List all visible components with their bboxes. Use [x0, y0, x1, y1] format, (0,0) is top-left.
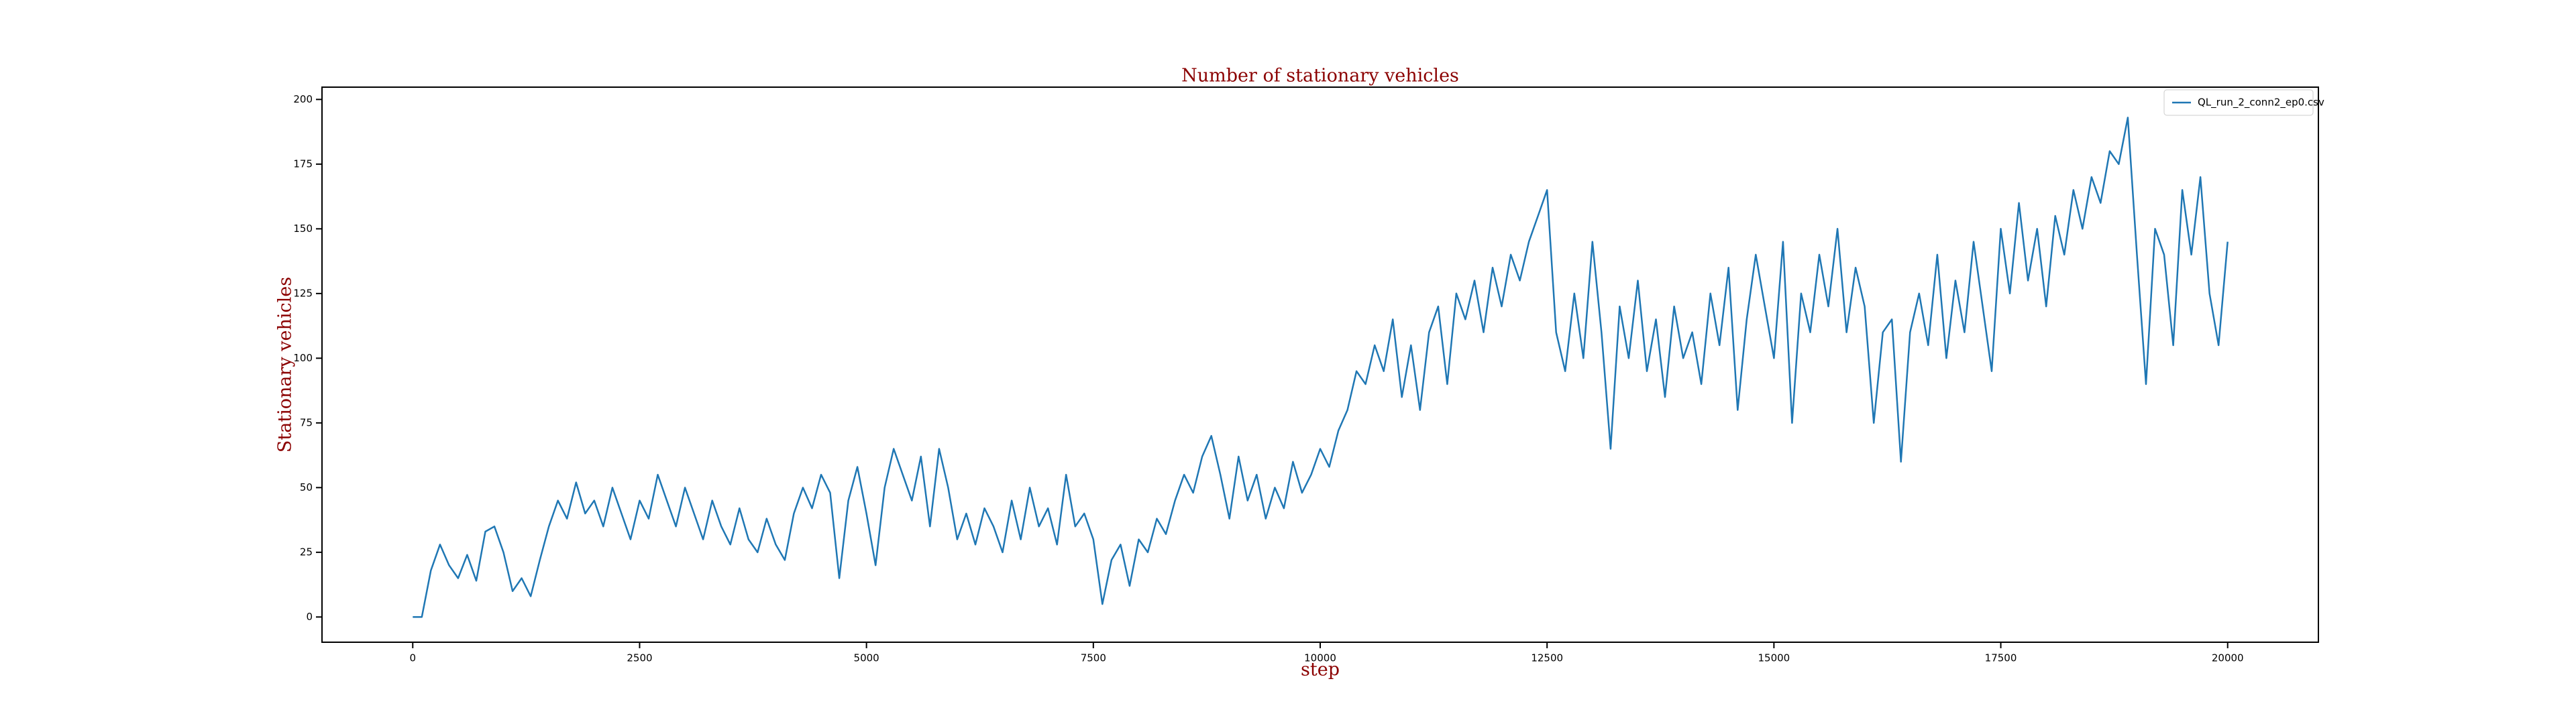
legend-label: QL_run_2_conn2_ep0.csv [2198, 97, 2324, 109]
chart-title: Number of stationary vehicles [1181, 66, 1459, 86]
y-tick-label: 50 [300, 481, 313, 493]
legend-box [2163, 89, 2314, 116]
x-tick-label: 2500 [627, 652, 652, 664]
x-tick-label: 20000 [2212, 652, 2244, 664]
y-tick-label: 150 [293, 223, 313, 235]
x-tick-label: 15000 [1758, 652, 1790, 664]
y-tick-label: 75 [300, 416, 313, 428]
y-tick-label: 175 [293, 158, 313, 170]
x-tick-label: 10000 [1304, 652, 1336, 664]
y-tick-label: 0 [306, 611, 313, 623]
y-tick-label: 125 [293, 287, 313, 299]
x-tick-label: 0 [409, 652, 416, 664]
x-axis-label: step [1301, 660, 1340, 680]
data-line [413, 117, 2229, 618]
y-axis-label: Stationary vehicles [275, 277, 296, 452]
y-tick-label: 100 [293, 352, 313, 364]
plot-frame [321, 86, 2319, 643]
y-tick-label: 200 [293, 93, 313, 105]
x-tick-label: 17500 [1985, 652, 2017, 664]
y-tick-label: 25 [300, 546, 313, 558]
x-tick-label: 7500 [1081, 652, 1106, 664]
x-tick-label: 12500 [1531, 652, 1563, 664]
x-tick-label: 5000 [854, 652, 879, 664]
